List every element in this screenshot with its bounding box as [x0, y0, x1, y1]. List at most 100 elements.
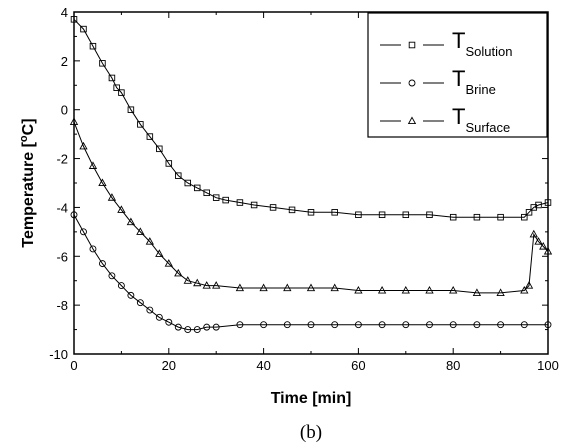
data-point [108, 74, 116, 82]
data-point [136, 227, 145, 235]
data-point [307, 209, 315, 216]
y-tick-label: -2 [56, 152, 68, 167]
legend-marker [407, 116, 417, 125]
data-point [98, 260, 106, 268]
y-axis-title-main: Temperature [ [20, 141, 37, 247]
series-line [73, 121, 549, 294]
series-line [73, 18, 549, 218]
data-point [99, 60, 106, 67]
x-tick-label: 20 [162, 358, 176, 373]
data-point [355, 211, 362, 219]
data-point [174, 268, 183, 277]
legend-entry-solution: TSolution [380, 28, 512, 59]
data-point [378, 321, 386, 329]
data-point [107, 193, 117, 201]
data-point [165, 160, 173, 167]
y-tick-label: 2 [61, 54, 68, 69]
figure-caption: (b) [300, 422, 322, 443]
data-point [164, 259, 173, 267]
data-point [117, 282, 125, 290]
data-point [118, 89, 125, 96]
data-point [377, 285, 387, 294]
data-point [212, 281, 221, 289]
data-point [524, 281, 534, 289]
data-point [212, 194, 220, 201]
legend-box [367, 12, 548, 138]
data-point [288, 206, 296, 214]
data-point [259, 283, 268, 292]
data-point [235, 283, 245, 292]
data-point [449, 213, 457, 221]
data-point [165, 318, 173, 326]
data-point [496, 288, 505, 296]
data-point [426, 211, 433, 219]
data-point [283, 283, 292, 292]
legend-label-main: T [452, 66, 465, 91]
y-tick-label: 4 [61, 5, 68, 20]
data-point [222, 196, 229, 204]
data-point [146, 133, 154, 140]
data-point [117, 205, 126, 213]
legend-marker [408, 79, 416, 87]
data-point [108, 272, 116, 280]
x-tick-label: 40 [256, 358, 270, 373]
data-point [212, 323, 220, 331]
data-point [203, 323, 211, 331]
legend-label-sub: Solution [465, 44, 512, 59]
x-tick-label: 0 [70, 358, 77, 373]
legend-label-sub: Brine [465, 82, 495, 97]
data-point [330, 283, 339, 292]
data-point [137, 121, 144, 128]
series-surface [69, 117, 553, 296]
legend-label: TSolution [452, 28, 512, 59]
data-point [331, 209, 338, 216]
data-point [79, 141, 88, 150]
data-point [307, 321, 315, 329]
data-point [401, 285, 410, 294]
legend-label-sub: Surface [465, 120, 510, 135]
data-point [521, 213, 528, 221]
data-point [354, 285, 363, 294]
data-point [354, 321, 362, 329]
data-point [497, 321, 505, 329]
data-point [534, 237, 543, 245]
series-solution [70, 16, 552, 221]
legend-label: TSurface [452, 104, 510, 135]
data-point [146, 306, 154, 314]
data-point [175, 172, 182, 179]
data-point [473, 321, 481, 329]
data-point [136, 299, 144, 307]
data-point [145, 237, 155, 245]
series-brine [70, 211, 552, 334]
x-axis-title: Time [min] [271, 390, 352, 407]
data-point [283, 321, 291, 329]
data-point [202, 281, 211, 289]
data-point [193, 278, 202, 287]
data-point [529, 229, 538, 238]
data-point [89, 245, 97, 253]
data-point [174, 323, 182, 331]
data-point [520, 321, 528, 329]
y-axis-title-sup: o [18, 135, 30, 142]
data-point [236, 199, 244, 206]
data-point [203, 189, 210, 197]
data-point [184, 326, 192, 334]
data-point [193, 184, 201, 192]
data-point [236, 321, 244, 329]
y-tick-label: 0 [61, 103, 68, 118]
data-point [520, 285, 529, 294]
y-tick-label: -4 [56, 200, 68, 215]
data-point [402, 321, 410, 329]
legend-label: TBrine [452, 66, 496, 97]
data-point [88, 161, 98, 169]
data-point [472, 288, 482, 296]
data-point [539, 241, 548, 250]
legend-label-main: T [452, 28, 465, 53]
data-point [113, 84, 120, 91]
data-point [425, 285, 434, 294]
data-point [535, 201, 542, 209]
data-point [155, 313, 163, 321]
